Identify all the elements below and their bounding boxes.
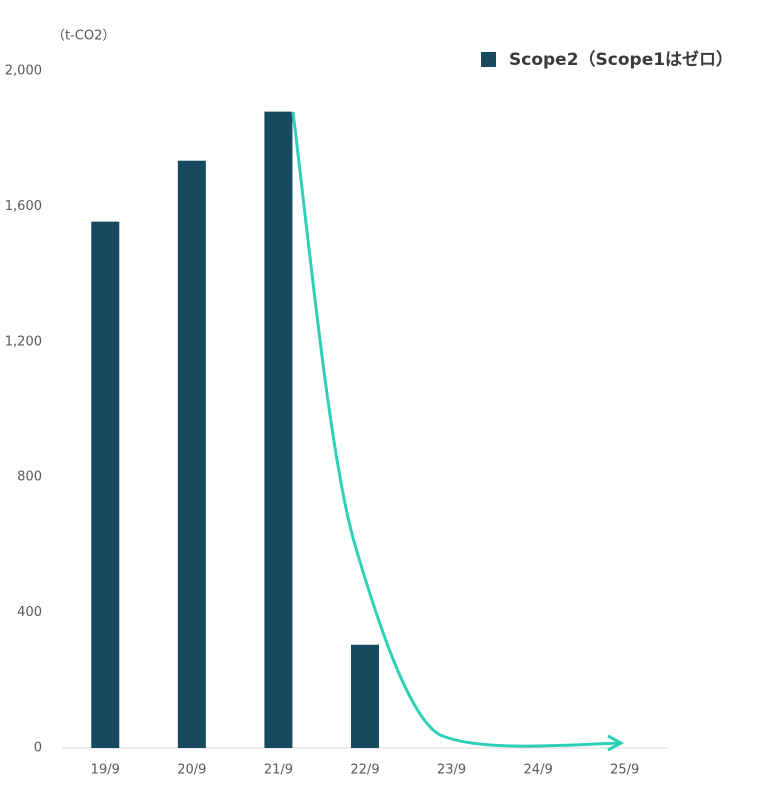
y-tick-label: 800 — [17, 470, 42, 485]
bar — [351, 644, 379, 748]
y-tick-label: 2,000 — [5, 64, 42, 79]
x-tick-label: 22/9 — [350, 763, 379, 778]
unit-label: （t-CO2） — [52, 29, 115, 44]
legend-text: Scope2（Scope1はゼロ） — [509, 49, 733, 70]
x-tick-label: 21/9 — [264, 763, 293, 778]
x-tick-label: 25/9 — [610, 763, 639, 778]
y-tick-label: 0 — [34, 741, 42, 756]
x-tick-label: 24/9 — [524, 763, 553, 778]
trend-arrow — [291, 111, 621, 748]
bar — [91, 221, 120, 748]
x-tick-label: 23/9 — [437, 763, 466, 778]
y-tick-label: 1,200 — [5, 334, 42, 349]
x-tick-label: 20/9 — [177, 763, 206, 778]
bar — [264, 111, 293, 749]
y-tick-label: 1,600 — [5, 199, 42, 214]
y-tick-label: 400 — [17, 605, 42, 620]
arrow-head — [607, 734, 625, 752]
bar — [177, 160, 206, 748]
x-tick-label: 19/9 — [91, 763, 120, 778]
legend-swatch — [481, 52, 496, 67]
